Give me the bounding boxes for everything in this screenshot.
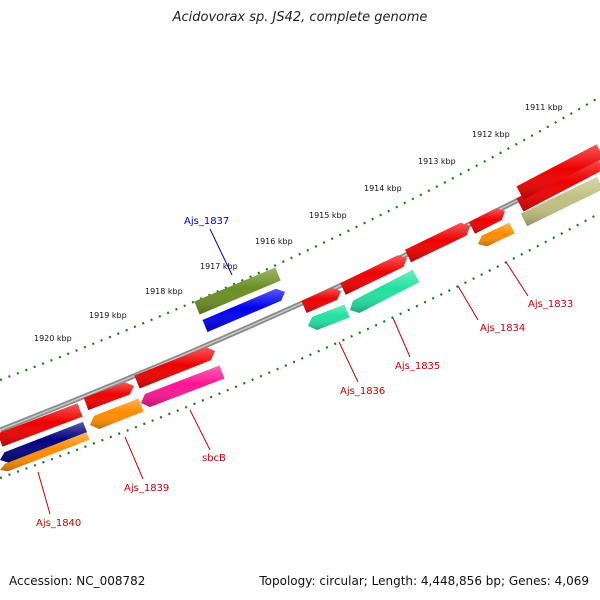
gene-arrow-shading [308,304,350,330]
gene-arrow-shading [469,208,505,234]
gene-arrow-shading [0,421,87,463]
genome-backbone [0,155,600,433]
outer-scale-ring [0,96,600,382]
gene-label-leader [209,228,233,276]
genome-stats-text: Topology: circular; Length: 4,448,856 bp… [259,574,589,588]
gene-label-leader [338,341,359,383]
scale-label: 1911 kbp [525,103,563,112]
gene-label: Ajs_1833 [528,299,573,310]
scale-label: 1916 kbp [255,237,293,246]
inner-scale-ring [0,212,600,480]
gene-arrow-shading [134,347,215,389]
scale-labels: 1911 kbp 1912 kbp 1913 kbp 1914 kbp 1915 kbp… [34,103,563,343]
gene-label-leader [189,409,211,451]
gene-arrow-shading [516,144,600,200]
gene-arrow-shading [90,398,144,429]
gene-arrow-shading [0,432,90,472]
scale-label: 1920 kbp [34,334,72,343]
gene-labels: Ajs_1833 Ajs_1834 Ajs_1835 Ajs_1836 Ajs_1837… [36,216,573,529]
scale-label: 1915 kbp [309,211,347,220]
gene-label: Ajs_1835 [395,361,440,372]
gene-arrow-shading [194,267,281,315]
map-title: Acidovorax sp. JS42, complete genome [172,10,428,25]
gene-label: Ajs_1840 [36,518,81,529]
gene-label: Ajs_1834 [480,323,525,334]
gene-label: Ajs_1836 [340,386,385,397]
gene-label-leader [505,261,529,297]
gene-arrow-shading [83,382,134,411]
scale-label: 1917 kbp [200,262,238,271]
gene-label-leader [124,436,144,480]
gene-label: Ajs_1839 [124,483,169,494]
gene-arrow-shading [350,269,420,313]
scale-label: 1918 kbp [145,287,183,296]
gene-arrow-shading [520,176,600,227]
gene-label-leader [457,285,479,321]
gene-arrow-shading [301,287,341,313]
gene-label-leader [37,471,51,515]
gene-arrow-shading [202,288,285,332]
accession-text: Accession: NC_008782 [9,574,146,588]
gene-arrow-shading [0,403,83,447]
scale-label: 1914 kbp [364,184,402,193]
genome-backbone-highlight [0,157,600,431]
scale-label: 1913 kbp [418,157,456,166]
gene-label: sbcB [202,453,226,464]
gene-arrow-shading [340,255,407,295]
scale-label: 1919 kbp [89,311,127,320]
scale-label: 1912 kbp [472,130,510,139]
gene-label: Ajs_1837 [184,216,229,227]
genes [0,144,600,472]
gene-arrow-shading [478,222,515,247]
gene-arrow-shading [141,365,225,407]
gene-label-leader [392,317,411,358]
gene-arrow-shading [405,222,470,263]
